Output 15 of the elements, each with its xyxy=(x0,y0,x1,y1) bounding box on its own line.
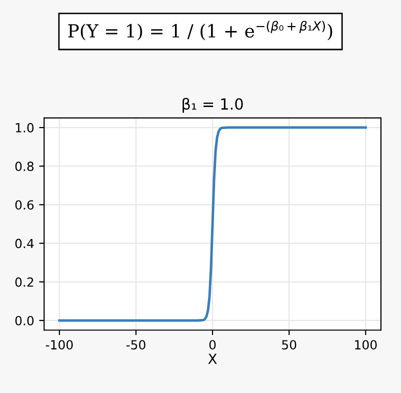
x-tick-label: 100 xyxy=(355,340,377,350)
chart-title: β₁ = 1.0 xyxy=(182,98,243,113)
y-tick-label: 0.8 xyxy=(15,162,34,172)
x-tick-label: -100 xyxy=(46,340,73,350)
y-tick-label: 0.4 xyxy=(15,238,34,248)
x-tick-label: -50 xyxy=(126,340,146,350)
y-tick-label: 1.0 xyxy=(16,123,34,132)
line-series xyxy=(58,126,367,322)
y-tick-label: 0.6 xyxy=(15,200,34,210)
y-tick-label: 0.2 xyxy=(15,277,34,287)
y-tick-label: 0.0 xyxy=(15,316,34,326)
x-tick-label: 50 xyxy=(282,340,296,350)
x-axis-title: X xyxy=(208,354,217,364)
x-tick-label: 0 xyxy=(209,340,216,350)
text: P(Y = 1) = 1 / (1 + e$^{−(β₀+β₁X)}$) xyxy=(68,20,332,40)
